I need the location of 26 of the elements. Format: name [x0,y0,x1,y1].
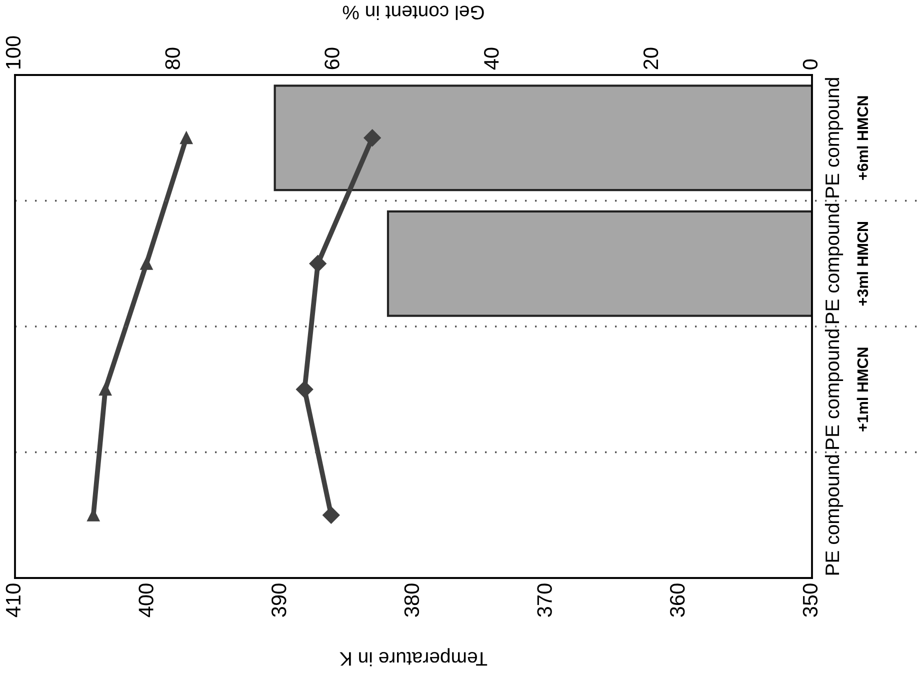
point [364,129,381,146]
x2-tick-label: 20 [643,48,658,70]
y-tick-label: PE compound [824,455,844,575]
y-tick-label: PE compound +6ml HMCN [824,78,868,198]
x-tick-label: 390 [272,584,286,617]
point [180,132,193,144]
x-tick-label: 350 [802,584,818,617]
x-tick-label: 410 [6,584,21,618]
point [309,255,326,272]
y-tick-label: PE compound +3ml HMCN [824,204,868,324]
x2-tick-label: 40 [484,48,499,70]
x-tick-label: 380 [404,584,420,617]
x-tick-label: 370 [537,584,552,617]
y-tick-label: PE compound +1ml HMCN [824,330,868,449]
x2-axis-title: Gel content in % [342,6,484,20]
point [99,383,112,396]
x2-tick-label: 100 [6,36,21,69]
point [322,506,340,524]
x2-tick-label: 0 [802,59,818,70]
point [140,257,153,270]
x-axis-title: Temperature in K [340,648,488,666]
x-tick-label: 400 [138,584,154,618]
x2-tick-label: 80 [165,48,180,70]
x2-tick-label: 60 [324,48,340,70]
point [296,380,314,398]
x-tick-label: 360 [670,584,685,617]
